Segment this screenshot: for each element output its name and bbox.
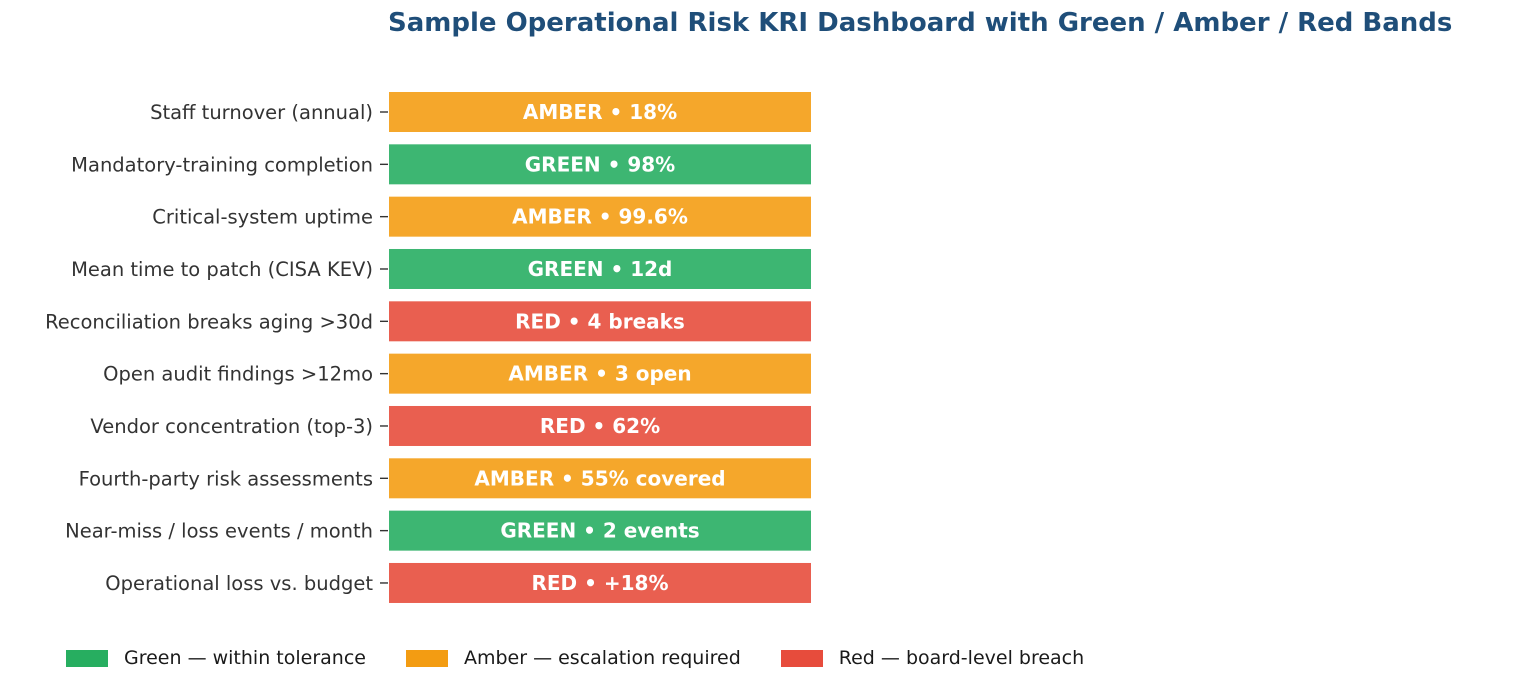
bar-value-label: RED • 62%: [540, 414, 660, 438]
kri-bar-amber: [389, 353, 811, 394]
category-label: Mandatory-training completion: [71, 153, 373, 176]
bar-value-label: GREEN • 98%: [525, 152, 675, 176]
legend: Green — within tolerance Amber — escalat…: [66, 643, 1124, 673]
kri-bar-amber: [389, 92, 811, 132]
category-label: Near-miss / loss events / month: [65, 520, 373, 543]
legend-item-amber: Amber — escalation required: [405, 647, 741, 669]
kri-bar-green: [389, 144, 811, 185]
chart-title: Sample Operational Risk KRI Dashboard wi…: [388, 8, 1453, 38]
category-label: Staff turnover (annual): [150, 101, 373, 124]
legend-label-red: Red — board-level breach: [838, 647, 1085, 669]
bar-value-label: AMBER • 18%: [523, 100, 677, 124]
category-label: Fourth-party risk assessments: [79, 467, 373, 490]
kri-bar-amber: [389, 458, 811, 499]
kri-bar-red: [389, 301, 811, 342]
bar-value-label: GREEN • 2 events: [500, 519, 699, 543]
legend-item-red: Red — board-level breach: [780, 647, 1085, 669]
bar-value-label: RED • +18%: [531, 571, 668, 595]
category-label: Open audit findings >12mo: [103, 363, 373, 386]
category-label: Vendor concentration (top-3): [90, 415, 373, 438]
legend-item-green: Green — within tolerance: [66, 647, 366, 669]
category-label: Operational loss vs. budget: [105, 572, 373, 595]
bar-value-label: RED • 4 breaks: [515, 309, 685, 333]
legend-swatch-amber: [405, 649, 448, 667]
category-label: Mean time to patch (CISA KEV): [71, 258, 373, 281]
kri-bar-green: [389, 248, 811, 289]
category-label: Reconciliation breaks aging >30d: [45, 310, 373, 333]
kri-bar-chart: Staff turnover (annual) AMBER • 18% Mandat…: [45, 92, 811, 603]
kri-bar-amber: [389, 196, 811, 237]
legend-label-amber: Amber — escalation required: [463, 647, 741, 669]
kri-bar-red: [389, 562, 811, 603]
bar-value-label: AMBER • 55% covered: [474, 466, 725, 490]
kri-bar-red: [389, 405, 811, 446]
bar-value-label: AMBER • 99.6%: [512, 205, 688, 229]
legend-swatch-red: [780, 649, 823, 667]
bar-value-label: GREEN • 12d: [528, 257, 673, 281]
bar-value-label: AMBER • 3 open: [508, 362, 691, 386]
kri-bar-green: [389, 510, 811, 551]
legend-swatch-green: [66, 649, 108, 667]
legend-label-green: Green — within tolerance: [124, 647, 366, 669]
category-label: Critical-system uptime: [152, 206, 373, 229]
